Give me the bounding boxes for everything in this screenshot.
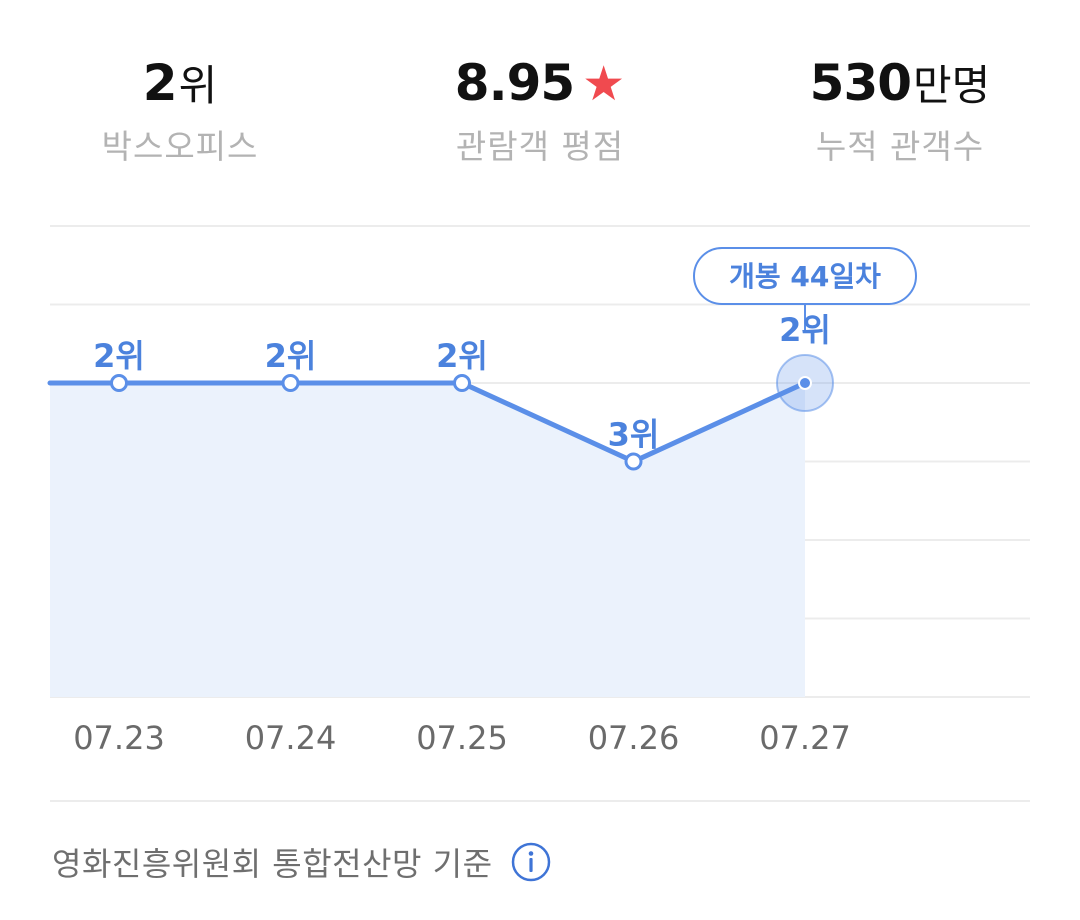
rank-line	[47, 380, 808, 464]
stat-cumulative-audience: 530만명 누적 관객수	[750, 50, 1050, 168]
audience-number: 530	[809, 54, 912, 112]
rank-label: 2위	[436, 337, 488, 375]
audience-rating-value: 8.95 ★	[390, 50, 690, 116]
info-icon[interactable]	[511, 842, 551, 882]
footer: 영화진흥위원회 통합전산망 기준	[52, 836, 551, 888]
stats-summary: 2위 박스오피스 8.95 ★ 관람객 평점 530만명 누적 관객수	[0, 50, 1080, 180]
rank-point	[624, 452, 643, 471]
rank-label: 3위	[608, 416, 660, 454]
rank-area-fill	[50, 383, 805, 697]
rank-point	[453, 374, 471, 392]
stat-box-office-rank: 2위 박스오피스	[30, 50, 330, 168]
cumulative-audience-value: 530만명	[750, 50, 1050, 116]
callout-label: 개봉 44일차	[729, 260, 881, 293]
rank-point	[110, 374, 128, 392]
audience-rating-label: 관람객 평점	[455, 127, 625, 166]
box-office-rank-value: 2위	[30, 50, 330, 116]
audience-unit: 만명	[913, 61, 991, 110]
data-source-text: 영화진흥위원회 통합전산망 기준	[52, 845, 493, 883]
star-icon: ★	[582, 56, 626, 112]
rank-number: 2	[142, 54, 178, 112]
x-tick-label: 07.23	[73, 719, 165, 757]
cumulative-audience-label: 누적 관객수	[815, 127, 985, 166]
rank-label: 2위	[779, 311, 831, 349]
x-tick-label: 07.26	[588, 719, 680, 757]
divider	[50, 800, 1030, 802]
rank-point	[798, 376, 812, 390]
box-office-label: 박스오피스	[101, 127, 259, 166]
box-office-rank-chart: 개봉 44일차 2위 07.23 2위 07.24 2위 07.25 3위 07.26 2위 07.…	[47, 225, 1030, 757]
rank-label: 2위	[265, 337, 317, 375]
x-tick-label: 07.27	[759, 719, 851, 757]
callout-bubble	[693, 247, 917, 305]
rank-unit: 위	[178, 61, 218, 110]
stat-audience-rating: 8.95 ★ 관람객 평점	[390, 50, 690, 168]
rank-point	[281, 374, 300, 392]
x-tick-label: 07.24	[245, 719, 337, 757]
rating-number: 8.95	[454, 54, 575, 112]
x-tick-label: 07.25	[416, 719, 508, 757]
rank-label: 2위	[93, 337, 145, 375]
